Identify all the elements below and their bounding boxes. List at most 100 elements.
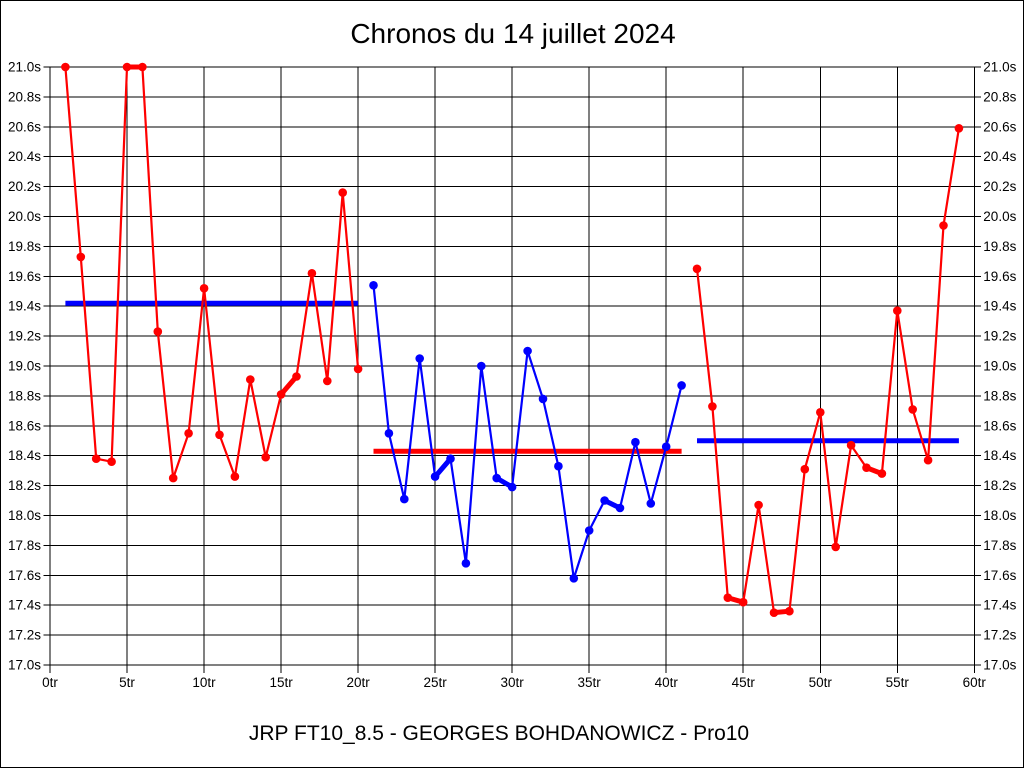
stint-1-data-point: [168, 473, 178, 483]
stint-2-data-point: [415, 354, 425, 363]
tick-label-layer: 21.0s 21.0s 20.8s 20.8s 20.6s 20.6s 20.4s 20.4s…: [8, 60, 1017, 691]
y-axis-label-left: 20.6s: [8, 119, 41, 134]
stint-2-line: [372, 285, 683, 580]
stint-2-data-point: [631, 437, 640, 447]
series-layer: [61, 62, 964, 617]
stint-2-data-point: [369, 281, 378, 290]
y-axis-label-right: 17.6s: [983, 568, 1016, 583]
y-axis-label-left: 18.6s: [8, 418, 41, 433]
y-axis-label-left: 19.2s: [8, 329, 41, 344]
stint-2-data-point: [584, 526, 594, 535]
stint-2-data-point: [384, 429, 394, 438]
stint-1-data-point: [215, 430, 224, 440]
x-axis-label: 55tr: [886, 675, 910, 690]
y-axis-label-right: 17.2s: [983, 628, 1016, 643]
y-axis-label-left: 21.0s: [8, 60, 41, 75]
y-axis-label-left: 20.4s: [8, 149, 41, 164]
y-axis-label-right: 18.4s: [983, 448, 1016, 463]
stint-3-data-point: [800, 464, 810, 474]
stint-3-data-point: [923, 455, 933, 465]
stint-2-data-point: [477, 361, 486, 371]
stint-3-data-point: [738, 597, 748, 607]
y-axis-label-left: 18.4s: [8, 448, 41, 463]
chart-subtitle: JRP FT10_8.5 - GEORGES BOHDANOWICZ - Pro…: [249, 722, 749, 745]
y-axis-label-left: 20.0s: [8, 209, 41, 224]
y-axis-label-right: 20.2s: [983, 179, 1016, 194]
stint-3-data-point: [816, 408, 825, 417]
stint-3-data-point: [846, 440, 856, 450]
y-axis-label-left: 17.4s: [8, 598, 41, 613]
stint-1-data-point: [184, 429, 193, 438]
x-axis-label: 40tr: [655, 675, 679, 690]
stint-1-data-point: [153, 327, 163, 336]
stint-3-line: [695, 128, 960, 614]
y-axis-label-left: 18.8s: [8, 388, 41, 403]
y-axis-label-right: 20.4s: [983, 149, 1016, 164]
y-axis-label-right: 19.0s: [983, 359, 1016, 374]
stint-3-data-point: [893, 306, 902, 316]
stint-2-data-point: [523, 346, 532, 356]
y-axis-label-right: 17.0s: [983, 658, 1016, 673]
stint-2-data-point: [430, 472, 440, 481]
y-axis-label-right: 18.8s: [983, 388, 1016, 403]
x-axis-label: 15tr: [269, 675, 293, 690]
y-axis-label-right: 20.8s: [983, 89, 1016, 104]
stint-1-data-point: [122, 62, 132, 72]
x-axis-label: 30tr: [501, 675, 525, 690]
stint-3-data-point: [708, 402, 717, 411]
y-axis-label-left: 20.8s: [8, 89, 41, 104]
stint-2-data-point: [661, 442, 671, 452]
y-axis-label-left: 19.6s: [8, 269, 41, 284]
x-axis-label: 25tr: [423, 675, 447, 690]
stint-1-data-point: [338, 188, 348, 197]
stint-3-data-point: [939, 221, 948, 230]
stint-1-data-point: [307, 269, 317, 278]
stint-1-data-point: [246, 375, 255, 384]
stint-1-line: [64, 65, 360, 480]
stint-2-data-point: [646, 499, 656, 508]
y-axis-label-left: 17.0s: [8, 658, 41, 673]
y-axis-label-right: 19.6s: [983, 269, 1016, 284]
stint-1-data-point: [323, 376, 332, 386]
stint-3-data-point: [769, 608, 779, 617]
chart-title: Chronos du 14 juillet 2024: [350, 18, 675, 49]
y-axis-label-right: 17.4s: [983, 598, 1016, 613]
y-axis-label-right: 20.0s: [983, 209, 1016, 224]
y-axis-label-right: 19.2s: [983, 329, 1016, 344]
y-axis-label-left: 20.2s: [8, 179, 41, 194]
stint-2-data-point: [569, 574, 579, 583]
y-axis-label-right: 17.8s: [983, 538, 1016, 553]
x-axis-label: 5tr: [119, 675, 135, 690]
stint-2-series: [369, 281, 686, 583]
stint-1-series: [61, 62, 363, 483]
stint-1-data-point: [138, 62, 147, 72]
x-axis-label: 35tr: [578, 675, 602, 690]
stint-3-data-point: [862, 463, 871, 473]
stint-3-data-point: [723, 593, 733, 602]
stint-2-data-point: [446, 454, 455, 464]
stint-1-data-point: [107, 457, 116, 467]
stint-2-data-point: [492, 473, 502, 483]
y-axis-label-right: 18.2s: [983, 478, 1016, 493]
y-axis-label-right: 18.6s: [983, 418, 1016, 433]
stint-3-data-point: [877, 469, 887, 478]
stint-3-series: [692, 124, 964, 617]
stint-3-data-point: [954, 124, 964, 133]
stint-2-data-point: [400, 494, 409, 504]
x-axis-label: 10tr: [192, 675, 216, 690]
y-axis-label-right: 21.0s: [983, 60, 1016, 75]
stint-1-data-point: [76, 252, 86, 262]
y-axis-label-left: 18.2s: [8, 478, 41, 493]
stint-2-data-point: [615, 503, 625, 513]
stint-3-data-point: [908, 405, 917, 414]
y-axis-label-left: 18.0s: [8, 508, 41, 523]
stint-1-data-point: [292, 372, 301, 381]
y-axis-label-right: 19.8s: [983, 239, 1016, 254]
stint-3-data-point: [785, 606, 794, 616]
stint-1-data-point: [230, 472, 240, 481]
stint-1-data-point: [61, 62, 70, 72]
y-axis-label-left: 17.6s: [8, 568, 41, 583]
x-axis-label: 20tr: [346, 675, 370, 690]
